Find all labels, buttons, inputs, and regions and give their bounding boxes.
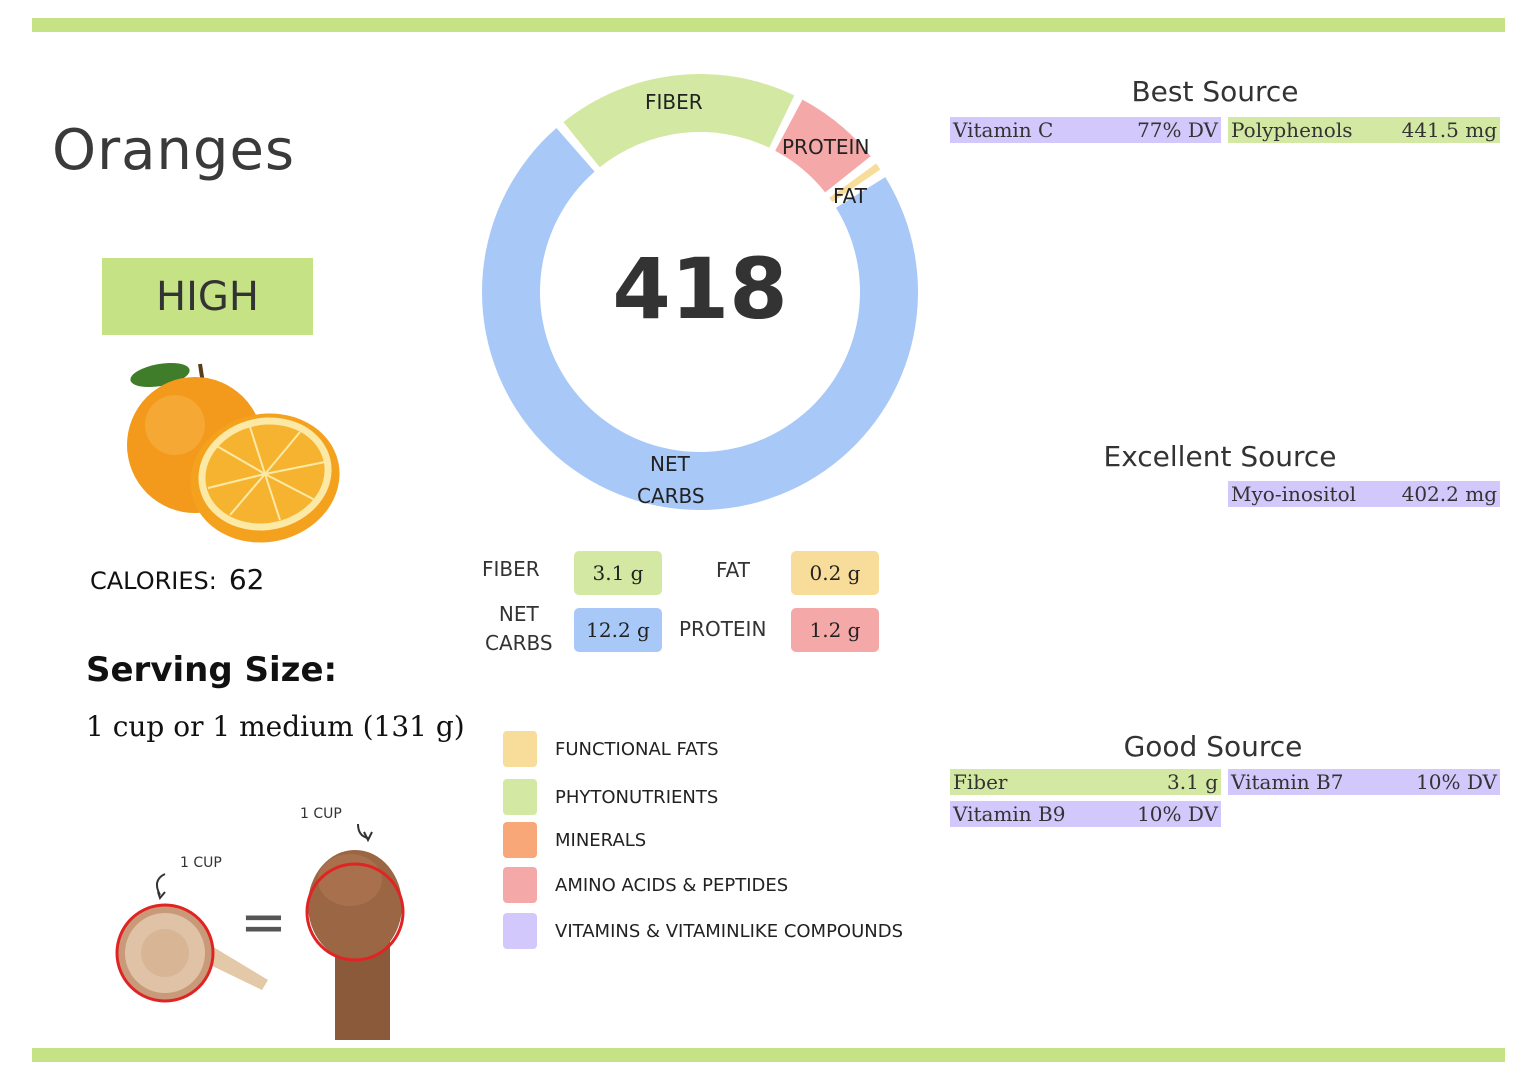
- macro-value-fat: 0.2 g: [791, 551, 879, 595]
- macro-label-net-carbs-line1: NET: [498, 602, 539, 626]
- donut-slice-fiber: [563, 73, 795, 168]
- calories-value: 62: [228, 563, 265, 596]
- macro-value-net-carbs: 12.2 g: [574, 608, 662, 652]
- serving-size-heading: Serving Size:: [86, 650, 338, 690]
- orange-image: [127, 362, 340, 543]
- legend-label: VITAMINS & VITAMINLIKE COMPOUNDS: [555, 920, 904, 942]
- macro-label-fiber: FIBER: [482, 557, 540, 581]
- macro-label-protein: PROTEIN: [679, 617, 767, 641]
- nutrient-fiber: Fiber 3.1 g: [950, 769, 1221, 795]
- nutrient-myo-inositol: Myo-inositol 402.2 mg: [1228, 481, 1500, 507]
- best-source-heading: Best Source: [1131, 75, 1299, 108]
- nutrient-name: Myo-inositol: [1231, 482, 1357, 506]
- fist-icon: [305, 823, 405, 1040]
- legend-item-amino-acids: AMINO ACIDS & PEPTIDES: [503, 866, 788, 904]
- legend-label: PHYTONUTRIENTS: [555, 786, 719, 808]
- food-title: Oranges: [52, 118, 296, 183]
- nutrient-name: Fiber: [953, 770, 1008, 794]
- donut-slice-fat: [829, 163, 881, 203]
- donut-label-net-carbs-1: NET: [650, 452, 690, 476]
- donut-label-protein: PROTEIN: [782, 135, 870, 159]
- legend-swatch: [503, 731, 537, 767]
- macro-label-net-carbs: NET CARBS: [485, 600, 553, 658]
- excellent-source-heading: Excellent Source: [1103, 440, 1337, 473]
- level-badge-text: HIGH: [156, 273, 259, 320]
- legend-swatch: [503, 779, 537, 815]
- donut-label-fat: FAT: [833, 184, 868, 208]
- legend-label: FUNCTIONAL FATS: [555, 738, 719, 760]
- legend-swatch: [503, 867, 537, 903]
- legend-swatch: [503, 822, 537, 858]
- cup-label-right: 1 CUP: [300, 806, 342, 822]
- nutrient-name: Polyphenols: [1231, 118, 1353, 142]
- nutrient-value: 10% DV: [1137, 802, 1218, 826]
- nutrient-name: Vitamin B9: [953, 802, 1066, 826]
- donut-slice-net-carbs: [482, 127, 918, 511]
- legend-item-functional-fats: FUNCTIONAL FATS: [503, 730, 719, 768]
- top-border: [32, 18, 1505, 32]
- nutrient-name: Vitamin C: [953, 118, 1054, 142]
- legend-item-minerals: MINERALS: [503, 821, 646, 859]
- legend-label: AMINO ACIDS & PEPTIDES: [555, 874, 789, 896]
- cup-label-left: 1 CUP: [180, 855, 222, 871]
- nutrient-polyphenols: Polyphenols 441.5 mg: [1228, 117, 1500, 143]
- nutrient-value: 10% DV: [1416, 770, 1497, 794]
- calories: CALORIES: 62: [90, 563, 264, 596]
- macro-donut-chart: [482, 73, 918, 511]
- macro-value-fiber: 3.1 g: [574, 551, 662, 595]
- nutrient-value: 77% DV: [1137, 118, 1218, 142]
- nutrient-value: 402.2 mg: [1401, 482, 1497, 506]
- equals-sign: =: [240, 890, 287, 955]
- legend-swatch: [503, 913, 537, 949]
- level-badge: HIGH: [102, 258, 313, 335]
- donut-slice-protein: [775, 99, 871, 193]
- legend-item-phytonutrients: PHYTONUTRIENTS: [503, 778, 718, 816]
- measuring-cup-icon: [115, 873, 268, 1003]
- nutrient-value: 441.5 mg: [1401, 118, 1497, 142]
- donut-label-net-carbs-2: CARBS: [637, 484, 705, 508]
- calories-label: CALORIES:: [90, 567, 217, 595]
- macro-label-fat: FAT: [716, 558, 751, 582]
- donut-center-value: 418: [612, 240, 788, 338]
- nutrient-value: 3.1 g: [1167, 770, 1218, 794]
- serving-size-text: 1 cup or 1 medium (131 g): [86, 710, 465, 743]
- legend-item-vitamins: VITAMINS & VITAMINLIKE COMPOUNDS: [503, 912, 903, 950]
- nutrient-vitamin-b7: Vitamin B7 10% DV: [1228, 769, 1500, 795]
- donut-label-fiber: FIBER: [645, 90, 703, 114]
- nutrient-vitamin-b9: Vitamin B9 10% DV: [950, 801, 1221, 827]
- bottom-border: [32, 1048, 1505, 1062]
- good-source-heading: Good Source: [1123, 730, 1303, 763]
- legend-label: MINERALS: [555, 829, 647, 851]
- nutrient-vitamin-c: Vitamin C 77% DV: [950, 117, 1221, 143]
- nutrient-name: Vitamin B7: [1231, 770, 1344, 794]
- macro-value-protein: 1.2 g: [791, 608, 879, 652]
- macro-label-net-carbs-line2: CARBS: [485, 631, 553, 655]
